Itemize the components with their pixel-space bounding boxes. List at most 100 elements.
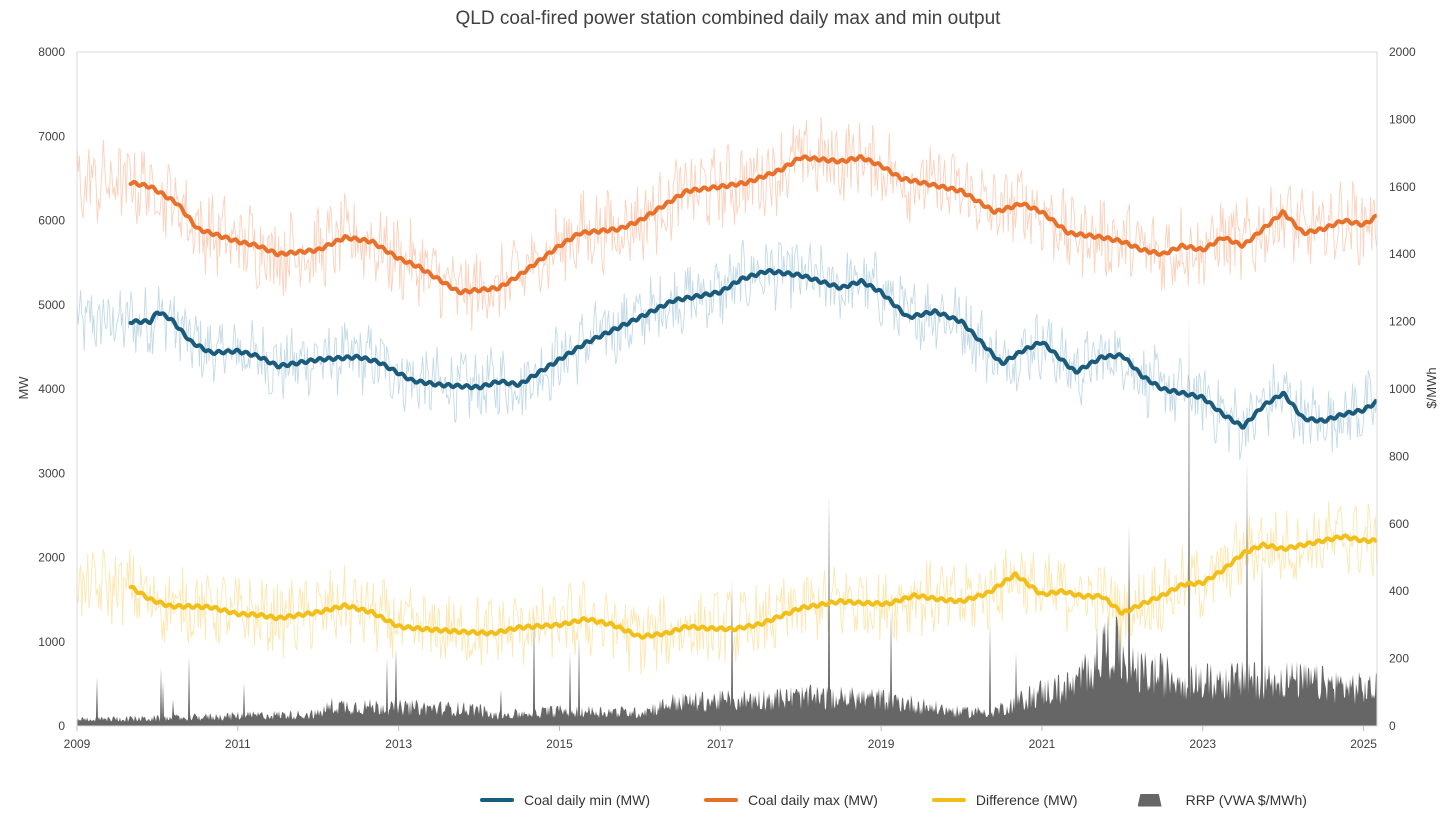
line-difference-point: [1081, 595, 1083, 597]
line-coal-daily-max-point: [1162, 253, 1164, 255]
line-coal-daily-min: [128, 267, 1378, 430]
line-difference-point: [150, 599, 152, 601]
line-coal-daily-min-point: [800, 274, 802, 276]
line-difference-point: [1363, 540, 1365, 542]
x-tick-label: 2013: [385, 737, 412, 751]
line-difference-point: [686, 626, 688, 628]
y2-tick-label: 0: [1389, 719, 1396, 733]
line-coal-daily-min-point: [190, 341, 192, 343]
y2-tick-label: 1400: [1389, 247, 1416, 261]
line-difference-point: [277, 617, 279, 619]
y-tick-label: 7000: [38, 129, 65, 143]
line-coal-daily-max-point: [1182, 245, 1184, 247]
legend-label-min: Coal daily min (MW): [524, 792, 651, 808]
line-difference-point: [840, 600, 842, 602]
line-difference-point: [666, 632, 668, 634]
line-coal-daily-min-point: [498, 380, 500, 382]
chart-title: QLD coal-fired power station combined da…: [455, 8, 1001, 29]
line-coal-daily-min-point: [411, 380, 413, 382]
legend-swatch-max: [704, 798, 739, 802]
line-coal-daily-min-point: [518, 384, 520, 386]
line-coal-daily-max-point: [1343, 220, 1344, 221]
legend-label-diff: Difference (MW): [975, 792, 1078, 808]
y2-tick-label: 1600: [1389, 180, 1416, 194]
y-tick-label: 3000: [38, 466, 65, 480]
line-coal-daily-min-point: [1101, 356, 1103, 358]
line-coal-daily-min-point: [880, 291, 882, 293]
y2-tick-label: 600: [1389, 517, 1409, 531]
series-lines-layer: [128, 154, 1378, 640]
line-coal-daily-min-point: [739, 279, 741, 280]
line-coal-daily-max-point: [559, 245, 560, 247]
line-coal-daily-min-point: [170, 318, 172, 320]
line-coal-daily-max-point: [1121, 241, 1123, 243]
axes-layer: 0 1000 2000 3000 4000 5000 6000 7000 8000 0 200 400…: [38, 45, 1416, 751]
line-coal-daily-max-point: [940, 186, 942, 188]
y2-tick-label: 200: [1389, 652, 1409, 666]
line-coal-daily-min-point: [1262, 405, 1264, 407]
x-tick-label: 2017: [707, 737, 734, 751]
x-tick-label: 2011: [225, 737, 251, 751]
line-coal-daily-max-point: [277, 253, 279, 255]
line-difference-point: [492, 632, 493, 634]
line-coal-daily-min-point: [438, 384, 440, 386]
line-coal-daily-min-point: [1021, 350, 1023, 352]
y-axis-title: MW: [16, 376, 31, 400]
line-coal-daily-min-point: [210, 352, 212, 354]
plot-frame: [76, 51, 1378, 727]
line-coal-daily-min-point: [156, 311, 158, 312]
x-tick-label: 2019: [868, 737, 895, 751]
line-coal-daily-min-point: [237, 350, 239, 352]
line-difference-point: [1343, 535, 1344, 537]
line-coal-daily-max-point: [130, 182, 132, 184]
line-coal-daily-max-point: [746, 182, 748, 184]
line-difference-point: [1142, 603, 1143, 605]
line-difference-point: [130, 586, 132, 588]
y-tick-label: 0: [58, 719, 65, 733]
line-coal-daily-min-point: [840, 287, 842, 289]
line-coal-daily-min-point: [672, 300, 674, 301]
line-coal-daily-max-point: [994, 211, 996, 213]
line-coal-daily-min-point: [1302, 418, 1304, 419]
y2-tick-label: 1800: [1389, 112, 1416, 126]
line-difference-point: [760, 623, 761, 625]
y2-tick-label: 1000: [1389, 382, 1416, 396]
line-coal-daily-max-point: [1202, 249, 1204, 251]
line-difference-point: [458, 631, 460, 633]
line-coal-daily-min-point: [1001, 363, 1003, 365]
y-tick-label: 1000: [38, 635, 65, 649]
legend-swatch-diff: [931, 798, 966, 802]
line-difference-point: [1162, 594, 1164, 596]
line-difference-point: [887, 603, 889, 605]
raw-trace-max: [76, 116, 1378, 331]
line-difference-point: [1101, 595, 1103, 597]
line-coal-daily-max-point: [317, 249, 319, 251]
legend-item-diff[interactable]: Difference (MW): [931, 792, 1078, 808]
line-difference-point: [860, 602, 862, 604]
line-coal-daily-min-point: [478, 386, 480, 388]
line-difference-point: [987, 592, 989, 594]
line-coal-daily-min-point: [639, 316, 641, 318]
line-coal-daily-min-point: [559, 359, 560, 360]
line-difference-point: [733, 628, 735, 630]
line-difference-point: [317, 611, 319, 613]
line-coal-daily-min-point: [907, 316, 909, 318]
legend-swatch-min: [480, 798, 514, 802]
legend-item-max[interactable]: Coal daily max (MW): [704, 792, 878, 808]
line-difference-point: [1302, 544, 1304, 546]
line-coal-daily-max: [128, 154, 1378, 296]
line-difference-point: [1322, 540, 1324, 542]
legend-swatch-rrp: [1137, 793, 1162, 807]
line-coal-daily-max-point: [1101, 236, 1103, 238]
line-coal-daily-min-point: [1121, 354, 1123, 356]
line-coal-daily-min-point: [860, 280, 862, 282]
x-tick-label: 2023: [1189, 737, 1216, 751]
line-coal-daily-max-point: [1068, 232, 1070, 234]
line-coal-daily-max-point: [257, 245, 259, 247]
legend-item-min[interactable]: Coal daily min (MW): [480, 792, 650, 808]
line-coal-daily-min-point: [1182, 392, 1184, 394]
y2-tick-label: 1200: [1389, 315, 1416, 329]
legend-item-rrp[interactable]: RRP (VWA $/MWh): [1132, 792, 1307, 808]
y-tick-label: 2000: [38, 551, 65, 565]
